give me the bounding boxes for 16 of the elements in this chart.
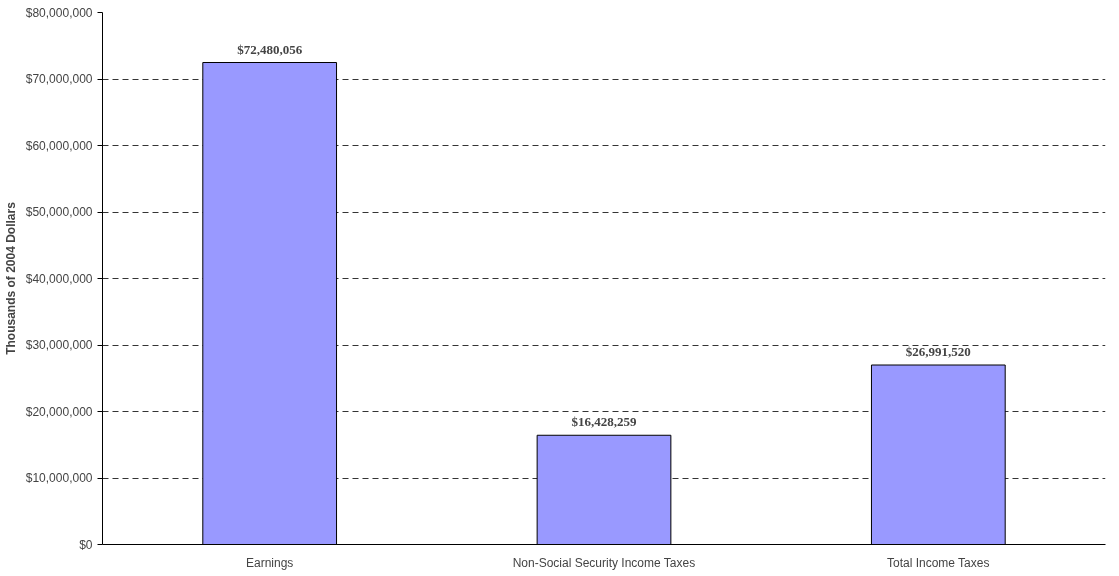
y-tick-label: $40,000,000 [25, 271, 93, 286]
y-tick-label: $60,000,000 [25, 138, 93, 153]
y-tick-label: $50,000,000 [25, 205, 93, 219]
x-tick-label: Non-Social Security Income Taxes [512, 555, 696, 570]
x-tick-label: Earnings [245, 555, 294, 570]
y-axis-title: Thousands of 2004 Dollars [3, 201, 18, 355]
y-tick-label: $80,000,000 [25, 5, 93, 20]
y-tick-label: $10,000,000 [25, 471, 93, 485]
y-tick-label: $20,000,000 [25, 404, 93, 419]
data-label: $72,480,056 [237, 41, 303, 57]
data-label: $26,991,520 [905, 344, 971, 360]
y-tick-label: $70,000,000 [25, 72, 93, 86]
data-label: $16,428,259 [571, 414, 637, 430]
y-tick-label: $0 [79, 537, 93, 552]
y-tick-label: $30,000,000 [25, 338, 93, 352]
x-tick-label: Total Income Taxes [886, 555, 990, 570]
